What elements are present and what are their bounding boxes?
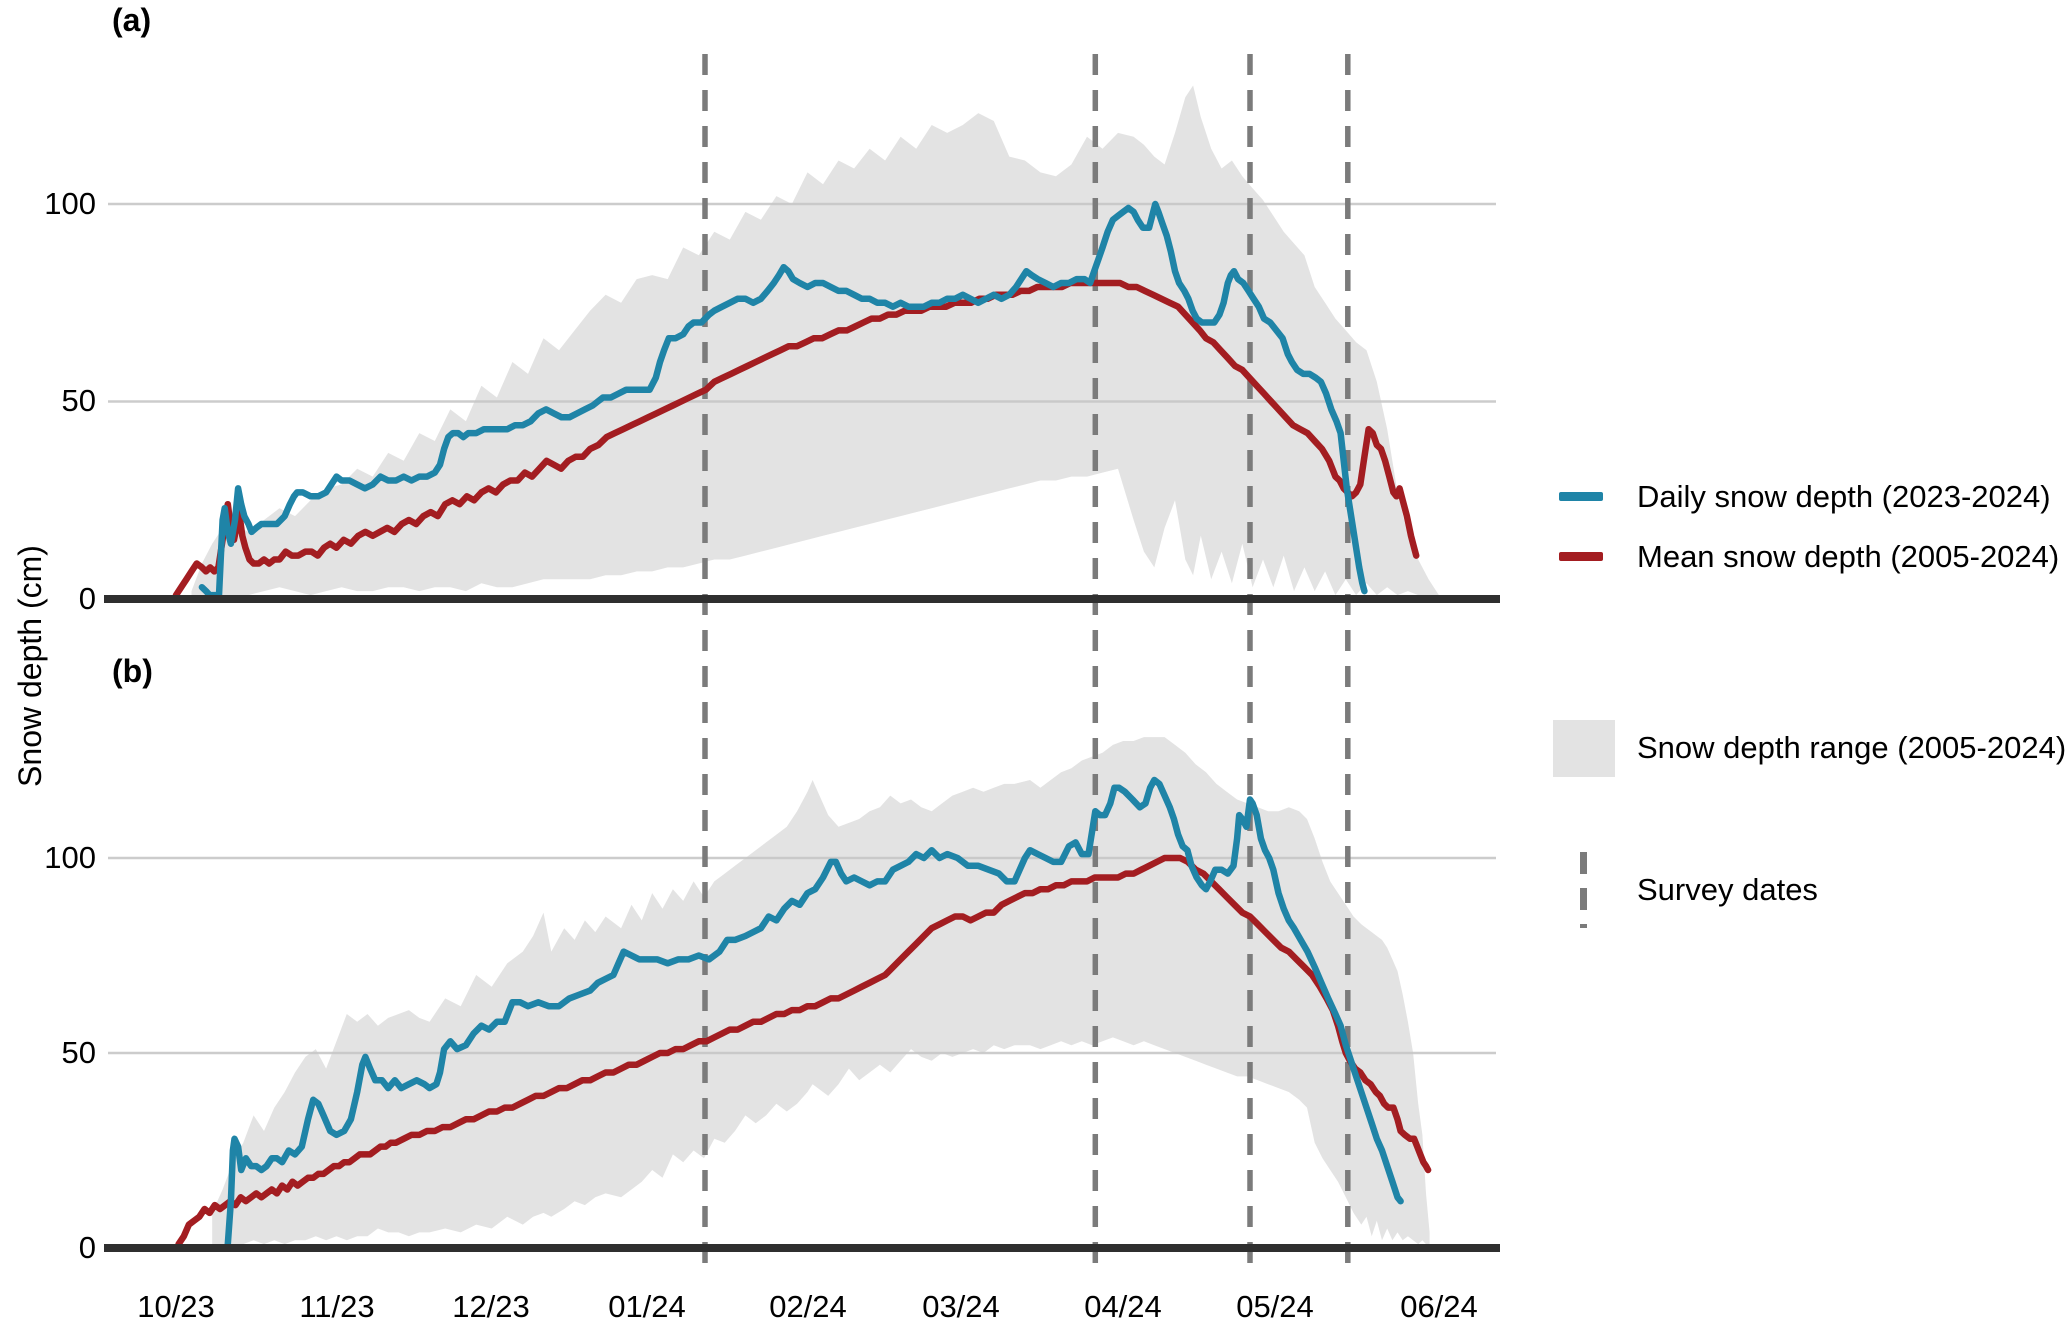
- panel-b-label: (b): [112, 653, 153, 689]
- legend-key-survey-dashes: [1580, 852, 1587, 928]
- xtick-05-24: 05/24: [1236, 1289, 1314, 1324]
- xtick-10-23: 10/23: [137, 1289, 215, 1324]
- panel-a-ytick-0: 0: [78, 581, 96, 616]
- panel-a-label: (a): [112, 2, 152, 38]
- xtick-02-24: 02/24: [769, 1289, 847, 1324]
- panel-a-ytick-100: 100: [44, 186, 96, 221]
- legend-key-band-swatch: [1553, 720, 1615, 777]
- panel-b-range-band: [212, 737, 1430, 1248]
- legend-label-mean: Mean snow depth (2005-2024): [1637, 539, 2060, 574]
- panel-a-daily-snow-depth-line: [198, 200, 1368, 599]
- panel-b-ytick-100: 100: [44, 840, 96, 875]
- xtick-01-24: 01/24: [608, 1289, 686, 1324]
- xtick-04-24: 04/24: [1084, 1289, 1162, 1324]
- xtick-03-24: 03/24: [922, 1289, 1000, 1324]
- legend-label-daily: Daily snow depth (2023-2024): [1637, 479, 2051, 514]
- xtick-06-24: 06/24: [1400, 1289, 1478, 1324]
- legend-key-daily-line: [1559, 492, 1603, 501]
- panel-a-range-band: [191, 85, 1439, 599]
- panel-b-mean-snow-depth-line: [175, 854, 1432, 1248]
- panel-b-daily-snow-depth-line: [224, 776, 1404, 1248]
- legend-label-survey: Survey dates: [1637, 872, 1818, 907]
- legend-label-band: Snow depth range (2005-2024): [1637, 730, 2067, 765]
- xtick-12-23: 12/23: [452, 1289, 530, 1324]
- panel-a-ytick-50: 50: [61, 383, 96, 418]
- xtick-11-23: 11/23: [299, 1289, 375, 1324]
- panel-b-ytick-50: 50: [61, 1035, 96, 1070]
- panel-a-mean-snow-depth-line: [172, 279, 1420, 599]
- legend-key-mean-line: [1559, 552, 1603, 561]
- panel-b-ytick-0: 0: [78, 1230, 96, 1265]
- y-axis-title: Snow depth (cm): [12, 545, 48, 787]
